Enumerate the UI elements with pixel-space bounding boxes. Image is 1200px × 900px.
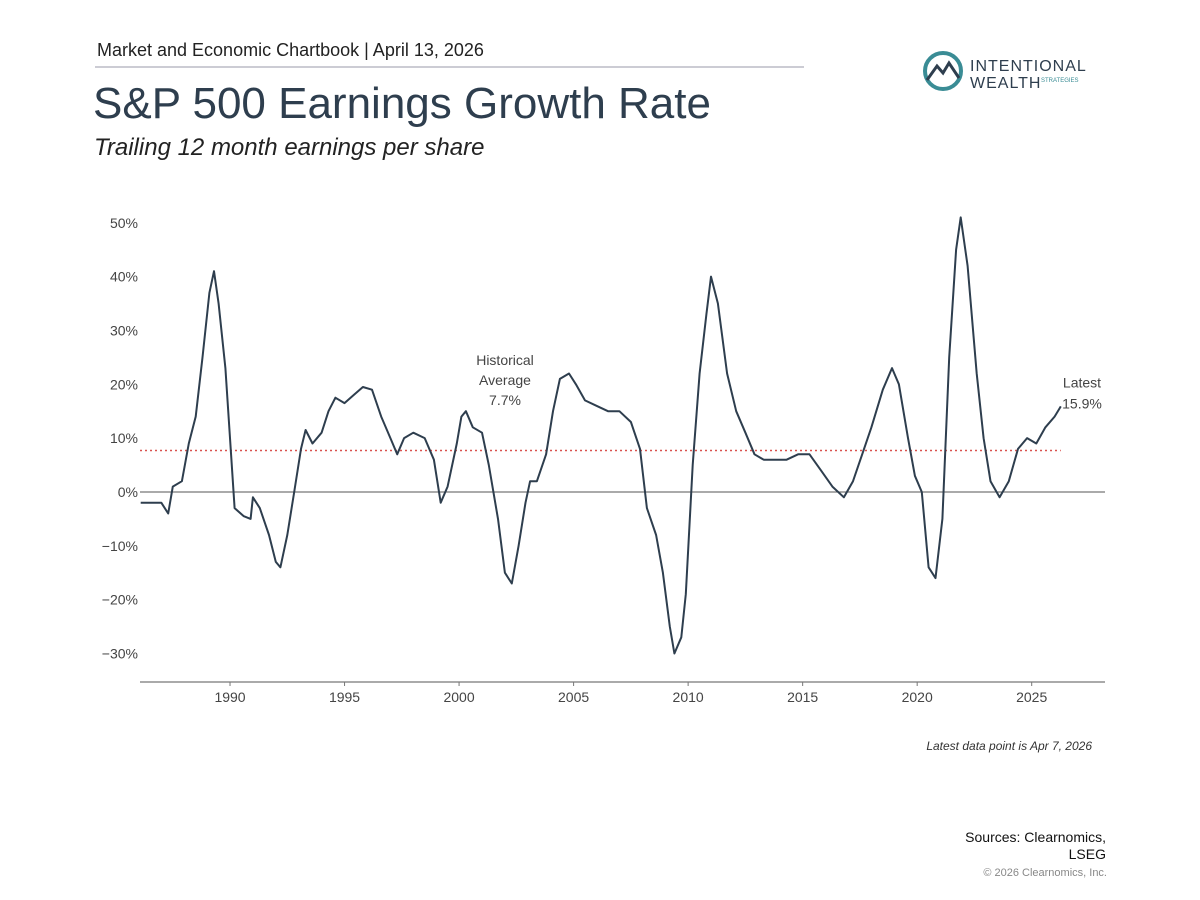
x-tick-label: 2005: [558, 689, 589, 705]
x-tick-label: 1995: [329, 689, 360, 705]
y-tick-label: −20%: [102, 592, 138, 608]
y-tick-label: 0%: [118, 484, 138, 500]
series-line: [140, 216, 1062, 655]
y-tick-label: 30%: [110, 322, 138, 338]
note: Latest data point is Apr 7, 2026: [926, 739, 1092, 753]
x-tick-label: 2015: [787, 689, 818, 705]
y-tick-label: 40%: [110, 269, 138, 285]
x-tick-label: 2020: [902, 689, 933, 705]
logo: INTENTIONAL WEALTH STRATEGIES: [923, 51, 1087, 92]
x-tick-label: 1990: [214, 689, 245, 705]
logo-text: WEALTH: [970, 75, 1041, 92]
y-tick-label: 10%: [110, 430, 138, 446]
copyright: © 2026 Clearnomics, Inc.: [983, 867, 1107, 879]
latest-label: 15.9%: [1062, 395, 1102, 411]
logo-text: INTENTIONAL: [970, 58, 1087, 75]
average-label: Average: [479, 372, 531, 388]
kicker: Market and Economic Chartbook | April 13…: [97, 40, 484, 60]
latest-label: Latest: [1063, 374, 1101, 390]
logo-ring: [923, 51, 963, 91]
sources: Sources: Clearnomics,: [965, 829, 1106, 845]
logo-mountain: [925, 60, 961, 81]
x-tick-label: 2000: [443, 689, 474, 705]
y-tick-label: −10%: [102, 538, 138, 554]
average-label: 7.7%: [489, 392, 521, 408]
x-tick-label: 2010: [673, 689, 704, 705]
chart-title: S&P 500 Earnings Growth Rate: [93, 79, 711, 128]
y-tick-label: 20%: [110, 376, 138, 392]
chart-subtitle: Trailing 12 month earnings per share: [94, 134, 484, 161]
sources: LSEG: [1069, 846, 1106, 862]
x-tick-label: 2025: [1016, 689, 1047, 705]
y-tick-label: 50%: [110, 215, 138, 231]
y-tick-label: −30%: [102, 645, 138, 661]
average-label: Historical: [476, 352, 534, 368]
logo-text: STRATEGIES: [1041, 78, 1079, 84]
